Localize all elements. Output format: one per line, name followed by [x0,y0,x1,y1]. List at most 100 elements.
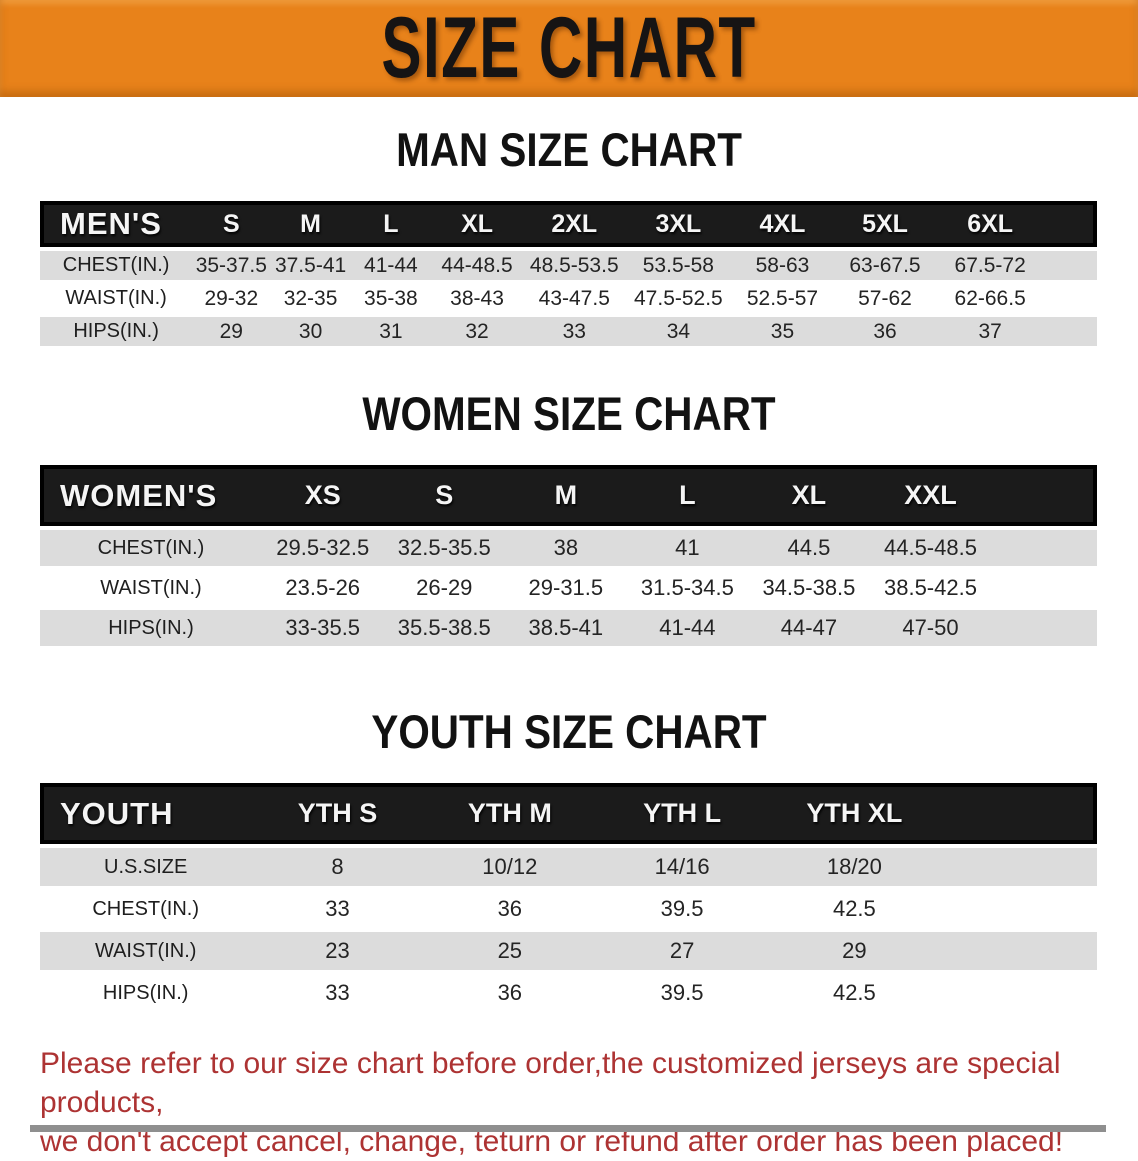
row-spacer-cell [940,974,1097,1012]
row-spacer-cell [1044,251,1097,280]
man-section-heading: MAN SIZE CHART [396,123,742,176]
value-cell: 23 [251,932,424,970]
table-row: CHEST(IN.) 35-37.5 37.5-41 41-44 44-48.5 48.5… [40,251,1097,280]
value-cell: 33 [251,974,424,1012]
value-cell: 44.5 [748,530,870,566]
value-cell: 36 [833,317,937,346]
value-cell: 31 [350,317,432,346]
table-row: HIPS(IN.) 33-35.5 35.5-38.5 38.5-41 41-44 44-… [40,610,1097,646]
row-label: WAIST(IN.) [40,284,193,313]
value-cell: 41 [626,530,749,566]
value-cell: 14/16 [595,848,769,886]
value-cell: 37 [936,317,1045,346]
table-title-cell: YOUTH [40,783,252,844]
header-spacer-cell [991,465,1097,526]
value-cell: 34 [625,317,732,346]
value-cell: 38-43 [431,284,524,313]
disclaimer-text: Please refer to our size chart before or… [40,1044,1138,1161]
row-label: WAIST(IN.) [40,932,252,970]
value-cell: 41-44 [350,251,432,280]
value-cell: 42.5 [768,890,941,928]
value-cell: 27 [595,932,769,970]
value-cell: 53.5-58 [625,251,732,280]
value-cell: 37.5-41 [270,251,351,280]
value-cell: 67.5-72 [936,251,1045,280]
value-cell: 35.5-38.5 [383,610,506,646]
value-cell: 44-48.5 [431,251,524,280]
youth-size-table: YOUTH YTH S YTH M YTH L YTH XL U.S.SIZE 8 10/12… [40,779,1097,1016]
women-size-table: WOMEN'S XS S M L XL XXL CHEST(IN.) 29.5-32.5 32.5… [40,461,1097,650]
size-header-cell: YTH S [251,783,424,844]
size-header-cell: M [270,201,351,247]
value-cell: 52.5-57 [731,284,834,313]
value-cell: 25 [423,932,596,970]
row-spacer-cell [1044,317,1097,346]
row-label: CHEST(IN.) [40,530,262,566]
size-header-cell: 3XL [625,201,732,247]
size-header-cell: XS [261,465,384,526]
size-chart-banner: SIZE CHART [0,0,1138,97]
table-row: U.S.SIZE 8 10/12 14/16 18/20 [40,848,1097,886]
size-header-cell: 2XL [523,201,626,247]
value-cell: 33-35.5 [261,610,384,646]
table-header-row: YOUTH YTH S YTH M YTH L YTH XL [40,783,1097,844]
value-cell: 29 [192,317,271,346]
value-cell: 63-67.5 [833,251,937,280]
size-header-cell: S [192,201,271,247]
table-title-cell: MEN'S [40,201,193,247]
header-spacer-cell [1044,201,1097,247]
value-cell: 42.5 [768,974,941,1012]
row-label: CHEST(IN.) [40,890,252,928]
women-section-heading: WOMEN SIZE CHART [362,387,776,440]
value-cell: 44.5-48.5 [869,530,992,566]
value-cell: 35-38 [350,284,432,313]
value-cell: 36 [423,974,596,1012]
size-header-cell: 6XL [936,201,1045,247]
value-cell: 32 [431,317,524,346]
size-header-cell: 4XL [731,201,834,247]
size-header-cell: 5XL [833,201,937,247]
value-cell: 33 [523,317,626,346]
row-label: HIPS(IN.) [40,317,193,346]
row-label: CHEST(IN.) [40,251,193,280]
value-cell: 10/12 [423,848,596,886]
row-spacer-cell [991,610,1097,646]
table-row: WAIST(IN.) 29-32 32-35 35-38 38-43 43-47.5 47.… [40,284,1097,313]
value-cell: 29-31.5 [505,570,627,606]
disclaimer-line-1: Please refer to our size chart before or… [40,1047,1061,1119]
youth-section-heading: YOUTH SIZE CHART [371,705,767,758]
size-header-cell: YTH L [595,783,769,844]
men-size-table: MEN'S S M L XL 2XL 3XL 4XL 5XL 6XL CHEST(IN.) 35-37… [40,197,1097,350]
value-cell: 47-50 [869,610,992,646]
value-cell: 35 [731,317,834,346]
row-spacer-cell [991,530,1097,566]
row-label: U.S.SIZE [40,848,252,886]
size-header-cell: XL [748,465,870,526]
size-header-cell: S [383,465,506,526]
row-spacer-cell [940,890,1097,928]
row-label: WAIST(IN.) [40,570,262,606]
value-cell: 33 [251,890,424,928]
value-cell: 43-47.5 [523,284,626,313]
value-cell: 47.5-52.5 [625,284,732,313]
value-cell: 38.5-41 [505,610,627,646]
value-cell: 31.5-34.5 [626,570,749,606]
table-row: WAIST(IN.) 23.5-26 26-29 29-31.5 31.5-34.5 34… [40,570,1097,606]
value-cell: 44-47 [748,610,870,646]
banner-title: SIZE CHART [381,0,757,96]
table-row: HIPS(IN.) 33 36 39.5 42.5 [40,974,1097,1012]
table-header-row: MEN'S S M L XL 2XL 3XL 4XL 5XL 6XL [40,201,1097,247]
table-header-row: WOMEN'S XS S M L XL XXL [40,465,1097,526]
value-cell: 26-29 [383,570,506,606]
size-header-cell: M [505,465,627,526]
size-header-cell: XXL [869,465,992,526]
header-spacer-cell [940,783,1097,844]
table-row: HIPS(IN.) 29 30 31 32 33 34 35 36 37 [40,317,1097,346]
value-cell: 8 [251,848,424,886]
value-cell: 57-62 [833,284,937,313]
value-cell: 38 [505,530,627,566]
size-header-cell: L [350,201,432,247]
row-label: HIPS(IN.) [40,974,252,1012]
value-cell: 29-32 [192,284,271,313]
value-cell: 34.5-38.5 [748,570,870,606]
